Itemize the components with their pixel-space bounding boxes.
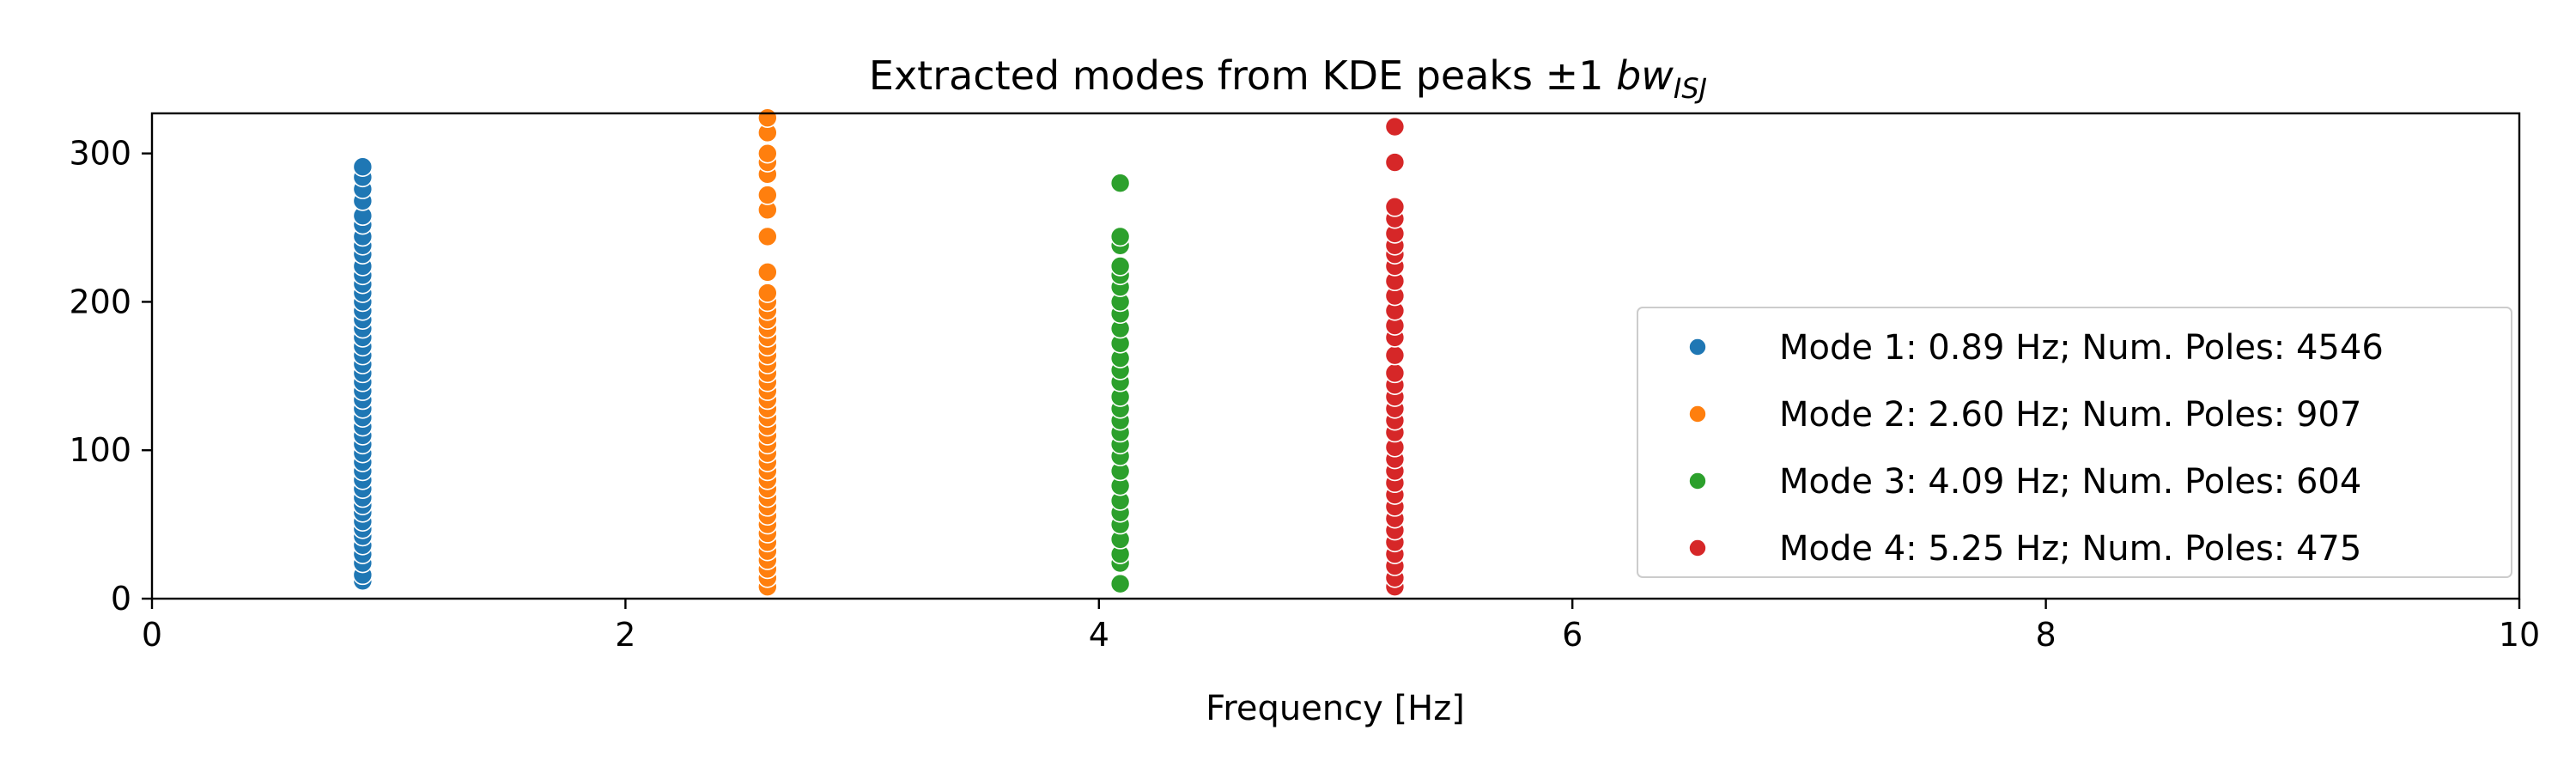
series-mode-1 — [352, 156, 374, 592]
plot-frame — [150, 112, 2521, 600]
legend-label: Mode 4: 5.25 Hz; Num. Poles: 475 — [1779, 529, 2361, 569]
x-tick-label: 2 — [615, 616, 635, 654]
data-point — [757, 262, 778, 283]
x-axis-label: Frequency [Hz] — [1206, 689, 1465, 728]
legend-label: Mode 3: 4.09 Hz; Num. Poles: 604 — [1779, 462, 2361, 502]
data-point — [757, 226, 778, 247]
legend-marker — [1688, 472, 1707, 490]
chart-title-subscript: ISJ — [1674, 72, 1707, 105]
legend-label: Mode 1: 0.89 Hz; Num. Poles: 4546 — [1779, 328, 2384, 368]
data-point — [1384, 116, 1406, 137]
x-axis: 0 2 4 6 8 10 — [142, 599, 2540, 654]
data-point — [1109, 173, 1131, 194]
y-tick-label: 300 — [69, 135, 131, 173]
data-point — [352, 156, 374, 178]
data-point — [757, 143, 778, 164]
data-point — [1384, 344, 1406, 366]
y-axis: 0 100 200 300 — [69, 135, 152, 618]
y-tick-label: 200 — [69, 283, 131, 320]
data-point — [1109, 226, 1131, 247]
y-tick-label: 0 — [111, 580, 131, 618]
legend: Mode 1: 0.89 Hz; Num. Poles: 4546 Mode 2:… — [1637, 307, 2512, 578]
data-point — [1384, 362, 1406, 384]
data-point — [757, 283, 778, 303]
data-point — [1109, 573, 1131, 594]
chart-title: Extracted modes from KDE peaks ±1 bwISJ — [869, 52, 1707, 105]
data-point — [1384, 152, 1406, 173]
series-mode-2 — [757, 107, 778, 597]
legend-label: Mode 2: 2.60 Hz; Num. Poles: 907 — [1779, 395, 2361, 435]
x-tick-label: 8 — [2036, 616, 2057, 654]
legend-marker — [1688, 405, 1707, 423]
legend-item: Mode 4: 5.25 Hz; Num. Poles: 475 — [1688, 529, 2361, 569]
legend-marker — [1688, 539, 1707, 557]
x-tick-label: 0 — [142, 616, 162, 654]
x-tick-label: 4 — [1089, 616, 1109, 654]
legend-item: Mode 2: 2.60 Hz; Num. Poles: 907 — [1688, 395, 2361, 435]
data-point — [1109, 256, 1131, 277]
legend-item: Mode 1: 0.89 Hz; Num. Poles: 4546 — [1688, 328, 2384, 368]
x-tick-label: 6 — [1562, 616, 1583, 654]
x-tick-label: 10 — [2499, 616, 2540, 654]
data-point — [1384, 197, 1406, 217]
data-point — [757, 107, 778, 128]
series-mode-3 — [1109, 173, 1131, 594]
legend-box — [1637, 307, 2512, 578]
legend-marker — [1688, 338, 1707, 356]
data-point — [757, 185, 778, 205]
data-points — [352, 107, 1406, 597]
y-tick-label: 100 — [69, 431, 131, 469]
chart-title-math: bw — [1616, 52, 1674, 99]
legend-item: Mode 3: 4.09 Hz; Num. Poles: 604 — [1688, 462, 2361, 502]
chart-title-text: Extracted modes from KDE peaks ±1 — [869, 52, 1616, 99]
series-mode-4 — [1384, 116, 1406, 597]
